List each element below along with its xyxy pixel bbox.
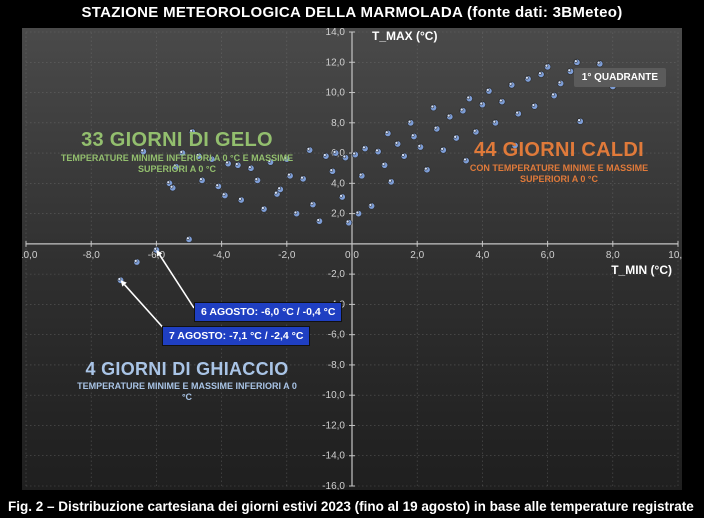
quadrant-badge: 1° QUADRANTE [574, 68, 666, 87]
svg-text:4,0: 4,0 [331, 178, 345, 189]
svg-text:8,0: 8,0 [331, 118, 345, 129]
svg-text:12,0: 12,0 [326, 57, 346, 68]
svg-text:14,0: 14,0 [326, 28, 346, 38]
scatter-plot: -10,0 -8,0 -6,0 -4,0 -2,0 0,0 2,0 4,0 6,0 8,0 10,0… [22, 28, 682, 490]
svg-text:10,0: 10,0 [326, 88, 346, 99]
svg-text:-16,0: -16,0 [322, 481, 345, 490]
svg-text:-10,0: -10,0 [322, 390, 345, 401]
svg-text:-8,0: -8,0 [83, 250, 101, 261]
svg-text:10,0: 10,0 [668, 250, 682, 261]
svg-text:4,0: 4,0 [475, 250, 489, 261]
figure-caption: Fig. 2 – Distribuzione cartesiana dei gi… [0, 493, 704, 518]
svg-text:-14,0: -14,0 [322, 451, 345, 462]
svg-text:-2,0: -2,0 [328, 269, 346, 280]
svg-text:-4,0: -4,0 [213, 250, 231, 261]
svg-text:8,0: 8,0 [606, 250, 620, 261]
annotation-gelo: 33 GIORNI DI GELO TEMPERATURE MINIME INF… [52, 128, 302, 176]
svg-text:2,0: 2,0 [331, 209, 345, 220]
svg-text:-2,0: -2,0 [278, 250, 296, 261]
chart-title: STAZIONE METEOROLOGICA DELLA MARMOLADA (… [0, 4, 704, 21]
svg-text:-8,0: -8,0 [328, 360, 346, 371]
svg-text:T_MIN (°C): T_MIN (°C) [611, 263, 672, 277]
plot-svg: -10,0 -8,0 -6,0 -4,0 -2,0 0,0 2,0 4,0 6,0 8,0 10,0… [22, 28, 682, 490]
annotation-caldi: 44 GIORNI CALDI CON TEMPERATURE MINIME E… [454, 138, 664, 186]
svg-text:2,0: 2,0 [410, 250, 424, 261]
svg-text:T_MAX (°C): T_MAX (°C) [372, 29, 437, 43]
svg-text:0,0: 0,0 [345, 250, 359, 261]
svg-text:-6,0: -6,0 [328, 330, 346, 341]
svg-text:-10,0: -10,0 [22, 250, 38, 261]
callout-6-agosto: 6 AGOSTO: -6,0 °C / -0,4 °C [194, 302, 342, 322]
callout-7-agosto: 7 AGOSTO: -7,1 °C / -2,4 °C [162, 326, 310, 346]
annotation-ghiaccio: 4 GIORNI DI GHIACCIO TEMPERATURE MINIME … [72, 358, 302, 403]
svg-text:6,0: 6,0 [541, 250, 555, 261]
svg-text:-12,0: -12,0 [322, 420, 345, 431]
